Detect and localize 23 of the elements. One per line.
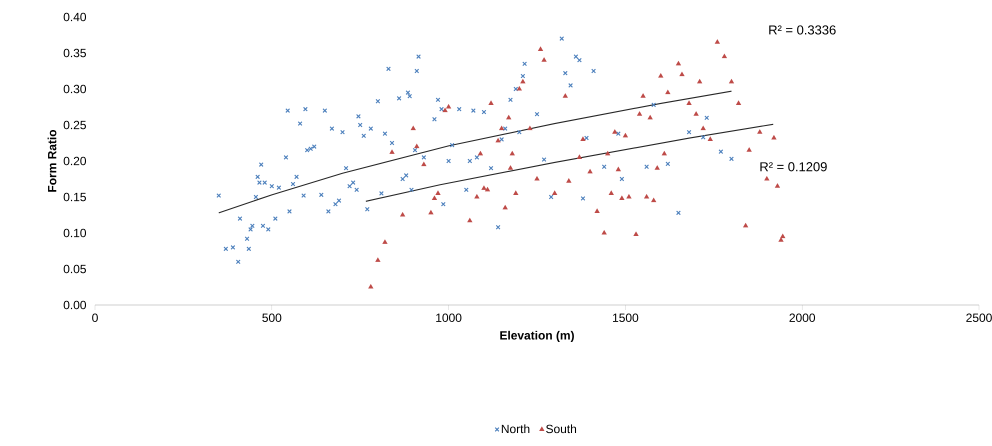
legend-label: North bbox=[502, 424, 530, 434]
y-axis-title: Form Ratio bbox=[48, 130, 56, 192]
y-tick-label: 0.40 bbox=[64, 12, 86, 22]
x-tick-label: 1000 bbox=[436, 314, 462, 322]
x-tick-label: 2000 bbox=[790, 314, 816, 322]
y-tick-label: 0.15 bbox=[64, 192, 86, 202]
y-tick-label: 0.35 bbox=[64, 48, 86, 58]
y-tick-label: 0.30 bbox=[64, 84, 86, 94]
x-tick-label: 1500 bbox=[613, 314, 638, 322]
y-tick-label: 0.25 bbox=[64, 120, 86, 130]
y-tick-label: 0.10 bbox=[64, 228, 86, 238]
x-axis-title: Elevation (m) bbox=[500, 330, 574, 342]
y-tick-label: 0.00 bbox=[64, 300, 86, 310]
line-series bbox=[218, 90, 732, 214]
legend-label: South bbox=[546, 424, 576, 434]
y-tick-label: 0.20 bbox=[64, 156, 86, 166]
x-tick-label: 500 bbox=[262, 314, 282, 322]
annotation: R² = 0.3336 bbox=[769, 25, 836, 35]
annotation: R² = 0.1209 bbox=[760, 162, 827, 172]
y-tick-label: 0.05 bbox=[64, 264, 86, 274]
line-series bbox=[365, 124, 774, 202]
x-tick-label: 2500 bbox=[966, 314, 992, 322]
x-tick-label: 0 bbox=[92, 314, 98, 322]
